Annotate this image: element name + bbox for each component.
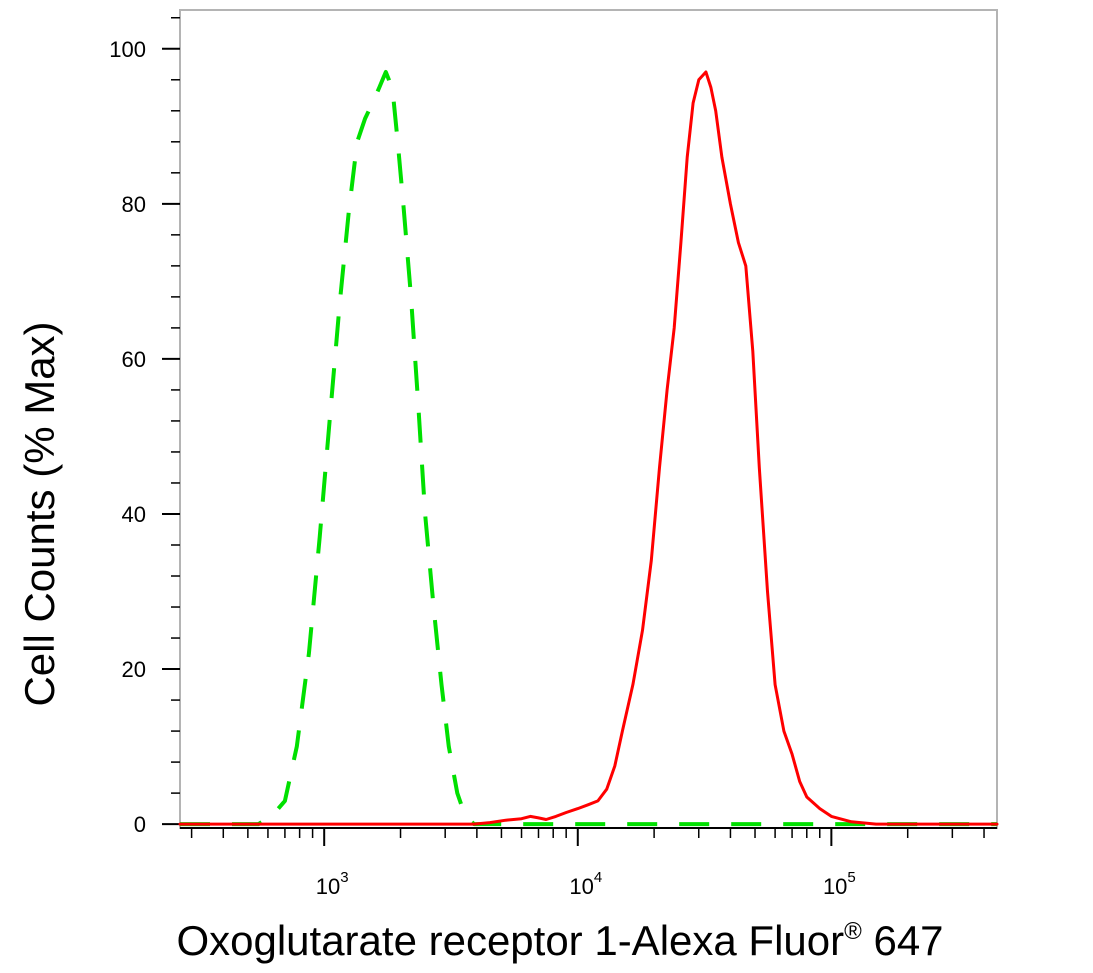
x-tick-label: 103 [316,869,349,899]
x-axis: 103 104 105 [180,827,997,899]
series-layer [178,70,999,827]
y-tick-label: 40 [122,502,146,527]
y-tick-label: 80 [122,192,146,217]
y-tick-label: 100 [109,37,146,62]
x-axis-title: Oxoglutarate receptor 1-Alexa Fluor® 647 [176,917,943,964]
stained-histogram-line [178,70,999,826]
y-tick-label: 20 [122,657,146,682]
y-tick-label: 60 [122,347,146,372]
x-tick-label: 105 [823,869,856,899]
x-axis-title-main: Oxoglutarate receptor 1-Alexa Fluor [176,917,844,964]
control-histogram-line [180,70,997,827]
y-axis-title: Cell Counts (% Max) [16,321,63,706]
y-axis: 0 20 40 60 80 100 [109,17,180,837]
x-tick-label: 104 [569,869,602,899]
x-axis-title-suffix: 647 [862,917,944,964]
y-tick-label: 0 [134,812,146,837]
x-axis-title-superscript: ® [844,918,862,945]
